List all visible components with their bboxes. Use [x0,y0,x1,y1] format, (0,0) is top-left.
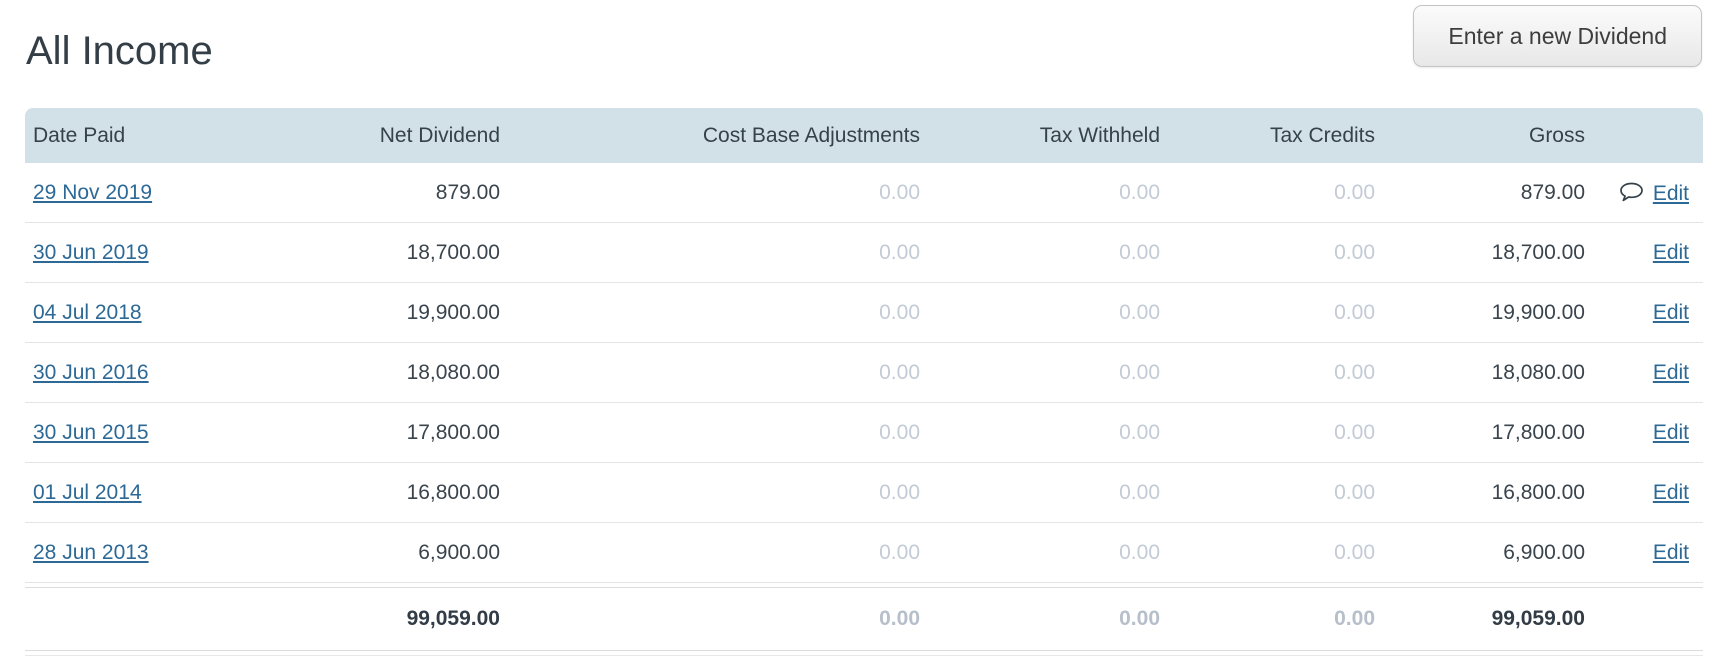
column-header-date-paid: Date Paid [33,123,126,147]
tax-credits-value: 0.00 [1334,480,1375,504]
column-header-tax-withheld: Tax Withheld [1039,123,1160,147]
edit-link[interactable]: Edit [1652,181,1689,205]
tax-withheld-value: 0.00 [1119,180,1160,204]
edit-link[interactable]: Edit [1652,540,1689,564]
tax-withheld-value: 0.00 [1119,420,1160,444]
column-header-cost-base-adjustments: Cost Base Adjustments [702,123,920,147]
net-dividend-value: 879.00 [435,180,500,204]
cost-base-adjustments-value: 0.00 [879,180,920,204]
tax-credits-value: 0.00 [1334,240,1375,264]
table-row: 30 Jun 2015 17,800.00 0.00 0.00 0.00 17,… [25,403,1703,463]
date-paid-link[interactable]: 28 Jun 2013 [33,540,149,564]
cost-base-adjustments-value: 0.00 [879,360,920,384]
enter-new-dividend-button[interactable]: Enter a new Dividend [1413,5,1702,67]
gross-value: 18,700.00 [1491,240,1585,264]
tax-credits-value: 0.00 [1334,360,1375,384]
net-dividend-value: 19,900.00 [406,300,500,324]
net-dividend-value: 18,080.00 [406,360,500,384]
net-dividend-value: 16,800.00 [406,480,500,504]
income-table: Date Paid Net Dividend Cost Base Adjustm… [25,108,1703,656]
table-row: 29 Nov 2019 879.00 0.00 0.00 0.00 879.00… [25,163,1703,223]
gross-value: 879.00 [1520,180,1585,204]
edit-link[interactable]: Edit [1652,300,1689,324]
total-tax-credits: 0.00 [1334,607,1375,630]
tax-withheld-value: 0.00 [1119,480,1160,504]
table-row: 04 Jul 2018 19,900.00 0.00 0.00 0.00 19,… [25,283,1703,343]
cost-base-adjustments-value: 0.00 [879,480,920,504]
net-dividend-value: 17,800.00 [406,420,500,444]
table-row: 30 Jun 2016 18,080.00 0.00 0.00 0.00 18,… [25,343,1703,403]
date-paid-link[interactable]: 30 Jun 2015 [33,420,149,444]
gross-value: 19,900.00 [1491,300,1585,324]
date-paid-link[interactable]: 30 Jun 2016 [33,360,149,384]
column-header-tax-credits: Tax Credits [1269,123,1375,147]
table-header-row: Date Paid Net Dividend Cost Base Adjustm… [25,108,1703,163]
totals-row: 99,059.00 0.00 0.00 0.00 99,059.00 [25,587,1703,651]
gross-value: 17,800.00 [1491,420,1585,444]
tax-credits-value: 0.00 [1334,180,1375,204]
tax-withheld-value: 0.00 [1119,540,1160,564]
gross-value: 6,900.00 [1503,540,1585,564]
cost-base-adjustments-value: 0.00 [879,240,920,264]
page-title: All Income [26,28,213,73]
total-cost-base-adjustments: 0.00 [879,607,920,630]
column-header-gross: Gross [1528,123,1585,147]
column-header-net-dividend: Net Dividend [379,123,500,147]
table-row: 28 Jun 2013 6,900.00 0.00 0.00 0.00 6,90… [25,523,1703,583]
tax-withheld-value: 0.00 [1119,360,1160,384]
edit-link[interactable]: Edit [1652,420,1689,444]
total-tax-withheld: 0.00 [1119,607,1160,630]
date-paid-link[interactable]: 04 Jul 2018 [33,300,142,324]
table-row: 01 Jul 2014 16,800.00 0.00 0.00 0.00 16,… [25,463,1703,523]
tax-withheld-value: 0.00 [1119,300,1160,324]
cost-base-adjustments-value: 0.00 [879,300,920,324]
table-bottom-border [25,651,1703,656]
comment-icon [1618,180,1645,204]
date-paid-link[interactable]: 01 Jul 2014 [33,480,142,504]
date-paid-link[interactable]: 30 Jun 2019 [33,240,149,264]
total-gross: 99,059.00 [1491,607,1585,630]
gross-value: 16,800.00 [1491,480,1585,504]
gross-value: 18,080.00 [1491,360,1585,384]
edit-link[interactable]: Edit [1652,240,1689,264]
table-row: 30 Jun 2019 18,700.00 0.00 0.00 0.00 18,… [25,223,1703,283]
total-net-dividend: 99,059.00 [406,607,500,630]
net-dividend-value: 18,700.00 [406,240,500,264]
tax-credits-value: 0.00 [1334,540,1375,564]
edit-link[interactable]: Edit [1652,480,1689,504]
edit-link[interactable]: Edit [1652,360,1689,384]
cost-base-adjustments-value: 0.00 [879,420,920,444]
tax-credits-value: 0.00 [1334,300,1375,324]
cost-base-adjustments-value: 0.00 [879,540,920,564]
net-dividend-value: 6,900.00 [418,540,500,564]
tax-withheld-value: 0.00 [1119,240,1160,264]
tax-credits-value: 0.00 [1334,420,1375,444]
date-paid-link[interactable]: 29 Nov 2019 [33,180,153,204]
